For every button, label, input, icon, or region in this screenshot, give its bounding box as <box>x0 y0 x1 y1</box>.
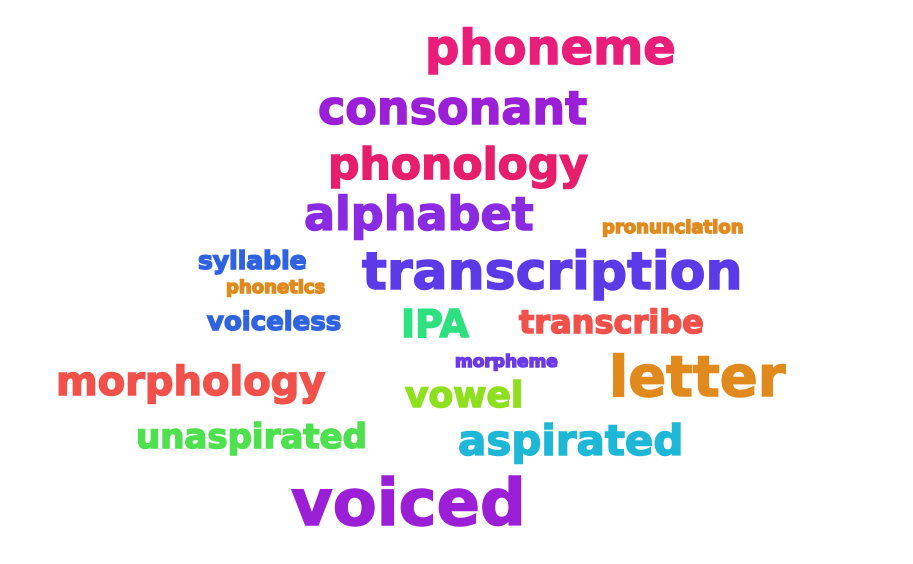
word-voiced: voiced <box>290 467 526 541</box>
word-alphabet: alphabet <box>303 187 534 241</box>
word-phonology: phonology <box>327 139 589 190</box>
word-letter: letter <box>608 345 786 410</box>
word-consonant: consonant <box>317 81 588 135</box>
word-ipa: IPA <box>400 302 469 346</box>
word-vowel: vowel <box>404 375 524 416</box>
word-transcription: transcription <box>361 242 743 302</box>
word-transcribe: transcribe <box>518 303 704 341</box>
word-aspirated: aspirated <box>457 416 684 465</box>
word-unaspirated: unaspirated <box>135 417 367 457</box>
word-voiceless: voiceless <box>206 307 342 337</box>
word-morphology: morphology <box>55 359 326 405</box>
word-syllable: syllable <box>197 246 307 275</box>
word-pronunciation: pronunciation <box>601 217 744 238</box>
word-phonetics: phonetics <box>225 277 326 298</box>
word-morpheme: morpheme <box>454 352 558 372</box>
word-phoneme: phoneme <box>424 20 676 76</box>
